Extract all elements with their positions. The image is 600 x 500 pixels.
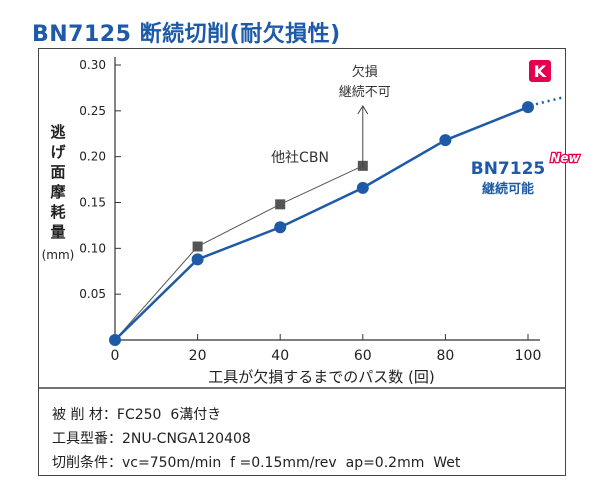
condition-tool-model: 工具型番：2NU-CNGA120408	[52, 431, 251, 447]
x-tick-label: 60	[354, 348, 372, 364]
x-tick-label: 0	[111, 348, 120, 364]
y-axis-label-char: 面	[50, 163, 65, 181]
x-axis-label: 工具が欠損するまでのパス数 (回)	[208, 368, 434, 386]
data-point-bn7125	[109, 334, 121, 346]
data-point-other-cbn	[192, 241, 203, 252]
page-title: BN7125 断続切削(耐欠損性)	[32, 22, 341, 47]
x-tick-label: 40	[271, 348, 289, 364]
badge-k	[529, 60, 551, 82]
y-tick-label: 0.30	[79, 58, 106, 72]
y-axis-label-char: 摩	[50, 183, 66, 201]
condition-cutting: 切削条件：vc=750m/min f =0.15mm/rev ap=0.2mm …	[52, 455, 461, 471]
y-tick-label: 0.25	[79, 104, 106, 118]
data-point-bn7125	[522, 101, 534, 114]
y-tick-label: 0.05	[79, 287, 106, 301]
data-point-bn7125	[356, 181, 369, 194]
new-tag: New	[550, 151, 580, 165]
y-tick-label: 0.10	[79, 241, 106, 255]
badge-k-label: K	[534, 62, 547, 81]
y-axis-label-char: げ	[50, 143, 66, 161]
series-sublabel-bn7125: 継続可能	[482, 181, 534, 197]
series-line-other-cbn	[114, 165, 364, 341]
x-tick-label: 100	[515, 348, 542, 364]
data-point-bn7125	[274, 221, 287, 234]
annotation-arrow-head	[357, 105, 369, 115]
y-axis-label-char: 耗	[50, 203, 65, 221]
data-point-other-cbn	[275, 199, 286, 210]
series-label-bn7125: BN7125	[471, 159, 546, 179]
bn7125-continuation-line	[535, 95, 565, 106]
series-label-other-cbn: 他社CBN	[271, 150, 329, 166]
y-axis-unit: (mm)	[42, 248, 75, 262]
y-tick-label: 0.15	[79, 196, 106, 210]
data-point-bn7125	[439, 134, 452, 147]
condition-workpiece: 被 削 材：FC250 6溝付き	[52, 407, 222, 423]
x-tick-label: 80	[436, 348, 454, 364]
y-axis-label-char: 逃	[50, 123, 65, 141]
annotation-cannot-continue: 継続不可	[339, 85, 391, 100]
y-axis-label-char: 量	[50, 223, 65, 241]
x-tick-label: 20	[189, 348, 207, 364]
series-line-bn7125	[114, 106, 529, 341]
annotation-fracture: 欠損	[352, 64, 378, 80]
data-point-bn7125	[191, 253, 204, 266]
chart-panel	[38, 48, 566, 476]
y-tick-label: 0.20	[79, 150, 106, 164]
